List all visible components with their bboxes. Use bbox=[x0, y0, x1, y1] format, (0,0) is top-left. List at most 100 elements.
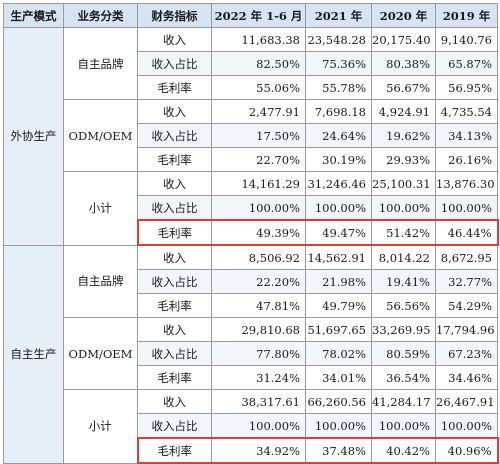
metric-cell: 收入 bbox=[137, 99, 212, 124]
metric-cell: 毛利率 bbox=[136, 219, 212, 246]
metric-cell: 收入占比 bbox=[137, 341, 212, 366]
value-cell: 26,467.91 bbox=[435, 389, 498, 414]
value-cell: 8,506.92 bbox=[211, 244, 306, 270]
value-cell: 49.79% bbox=[305, 293, 372, 318]
value-cell: 34.13% bbox=[435, 123, 498, 148]
table-row: 收入占比 77.80% 78.02% 80.59% 67.23% bbox=[4, 341, 498, 366]
metric-cell: 收入占比 bbox=[137, 123, 212, 148]
header-cell-2019: 2019 年 bbox=[435, 3, 498, 28]
value-cell: 100.00% bbox=[435, 413, 498, 439]
value-cell: 4,735.54 bbox=[435, 99, 498, 124]
value-cell: 9,140.76 bbox=[435, 27, 498, 52]
value-cell: 25,100.31 bbox=[371, 171, 436, 196]
header-cell-mode: 生产模式 bbox=[3, 3, 64, 28]
value-cell: 51.42% bbox=[371, 219, 436, 246]
value-cell: 49.47% bbox=[305, 219, 372, 246]
metric-cell: 毛利率 bbox=[137, 75, 212, 100]
value-cell: 20,175.40 bbox=[371, 27, 436, 52]
value-cell: 2,477.91 bbox=[211, 99, 306, 124]
table-row: ODM/OEM 收入 29,810.68 51,697.65 33,269.95 17,7… bbox=[4, 317, 498, 390]
value-cell: 17.50% bbox=[211, 123, 306, 148]
value-cell: 100.00% bbox=[435, 195, 498, 221]
value-cell: 65.87% bbox=[435, 51, 498, 76]
metric-cell: 收入 bbox=[137, 171, 212, 196]
value-cell: 56.95% bbox=[435, 75, 498, 100]
value-cell: 54.29% bbox=[435, 293, 498, 318]
value-cell: 33,269.95 bbox=[371, 317, 436, 342]
metric-cell: 毛利率 bbox=[137, 147, 212, 172]
table-row: 毛利率 47.81% 49.79% 56.56% 54.29% bbox=[4, 293, 498, 318]
table-row: 毛利率 49.39% 49.47% 51.42% 46.44% bbox=[4, 219, 499, 246]
header-cell-metric: 财务指标 bbox=[137, 3, 212, 28]
value-cell: 11,683.38 bbox=[211, 27, 306, 52]
table-row: 小计 收入 38,317.61 66,260.56 41,284.17 26,467.91 bbox=[4, 389, 498, 464]
table-row: 收入占比 17.50% 24.64% 19.62% 34.13% bbox=[4, 123, 498, 148]
value-cell: 24.64% bbox=[305, 123, 372, 148]
table-row: 收入占比 82.50% 75.36% 80.38% 65.87% bbox=[4, 51, 498, 76]
value-cell: 75.36% bbox=[305, 51, 372, 76]
value-cell: 19.41% bbox=[371, 269, 436, 294]
business-category-cell: ODM/OEM bbox=[63, 317, 138, 390]
financial-table: 生产模式 业务分类 财务指标 2022 年 1-6 月 2021 年 2020 … bbox=[3, 3, 499, 464]
metric-cell: 收入占比 bbox=[137, 413, 212, 439]
value-cell: 31,246.46 bbox=[305, 171, 372, 196]
value-cell: 36.54% bbox=[371, 365, 436, 390]
business-category-cell: ODM/OEM bbox=[63, 99, 138, 172]
value-cell: 32.77% bbox=[435, 269, 498, 294]
financial-table-container: 生产模式 业务分类 财务指标 2022 年 1-6 月 2021 年 2020 … bbox=[3, 3, 499, 464]
table-body: 外协生产 自主品牌 收入 11,683.38 23,548.28 20,175.40 9,1… bbox=[3, 27, 499, 464]
value-cell: 26.16% bbox=[435, 147, 498, 172]
metric-cell: 收入占比 bbox=[137, 269, 212, 294]
value-cell: 78.02% bbox=[305, 341, 372, 366]
value-cell: 100.00% bbox=[211, 413, 306, 439]
table-row: 收入占比 22.20% 21.98% 19.41% 32.77% bbox=[4, 269, 498, 294]
value-cell: 80.38% bbox=[371, 51, 436, 76]
value-cell: 29.93% bbox=[371, 147, 436, 172]
value-cell: 7,698.18 bbox=[305, 99, 372, 124]
value-cell: 23,548.28 bbox=[305, 27, 372, 52]
value-cell: 34.01% bbox=[305, 365, 372, 390]
value-cell: 14,161.29 bbox=[211, 171, 306, 196]
value-cell: 22.20% bbox=[211, 269, 306, 294]
value-cell: 34.92% bbox=[211, 437, 306, 464]
metric-cell: 收入 bbox=[137, 27, 212, 52]
value-cell: 34.46% bbox=[435, 365, 498, 390]
value-cell: 100.00% bbox=[305, 413, 372, 439]
table-row: 小计 收入 14,161.29 31,246.46 25,100.31 13,876.30 bbox=[4, 171, 498, 246]
value-cell: 38,317.61 bbox=[211, 389, 306, 414]
business-category-cell: 小计 bbox=[63, 389, 138, 464]
value-cell: 80.59% bbox=[371, 341, 436, 366]
value-cell: 13,876.30 bbox=[435, 171, 498, 196]
table-row: 毛利率 22.70% 30.19% 29.93% 26.16% bbox=[4, 147, 498, 172]
production-mode-cell: 自主生产 bbox=[3, 244, 64, 464]
value-cell: 37.48% bbox=[305, 437, 372, 464]
metric-cell: 毛利率 bbox=[136, 437, 212, 464]
header-cell-2020: 2020 年 bbox=[371, 3, 436, 28]
value-cell: 100.00% bbox=[371, 413, 436, 439]
value-cell: 77.80% bbox=[211, 341, 306, 366]
value-cell: 47.81% bbox=[211, 293, 306, 318]
metric-cell: 收入 bbox=[137, 244, 212, 270]
value-cell: 8,672.95 bbox=[435, 244, 498, 270]
value-cell: 21.98% bbox=[305, 269, 372, 294]
value-cell: 14,562.91 bbox=[305, 244, 372, 270]
value-cell: 51,697.65 bbox=[305, 317, 372, 342]
value-cell: 46.44% bbox=[435, 219, 499, 246]
metric-cell: 收入 bbox=[137, 389, 212, 414]
table-row: 自主生产 自主品牌 收入 8,506.92 14,562.91 8,014.22 8,672… bbox=[3, 244, 498, 464]
value-cell: 40.96% bbox=[435, 437, 499, 464]
header-cell-category: 业务分类 bbox=[63, 3, 138, 28]
table-row: 外协生产 自主品牌 收入 11,683.38 23,548.28 20,175.40 9,1… bbox=[3, 27, 498, 246]
value-cell: 100.00% bbox=[305, 195, 372, 221]
value-cell: 22.70% bbox=[211, 147, 306, 172]
value-cell: 66,260.56 bbox=[305, 389, 372, 414]
metric-cell: 收入占比 bbox=[137, 195, 212, 221]
value-cell: 49.39% bbox=[211, 219, 306, 246]
header-cell-2021: 2021 年 bbox=[305, 3, 372, 28]
header-cell-2022h1: 2022 年 1-6 月 bbox=[211, 3, 306, 28]
value-cell: 41,284.17 bbox=[371, 389, 436, 414]
table-row: 收入占比 100.00% 100.00% 100.00% 100.00% bbox=[4, 413, 498, 439]
value-cell: 82.50% bbox=[211, 51, 306, 76]
value-cell: 19.62% bbox=[371, 123, 436, 148]
value-cell: 31.24% bbox=[211, 365, 306, 390]
